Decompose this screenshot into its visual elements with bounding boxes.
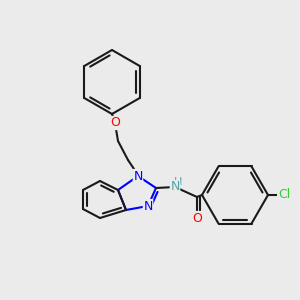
Text: N: N	[143, 200, 153, 212]
Text: H: H	[174, 177, 182, 187]
Text: Cl: Cl	[278, 188, 290, 202]
Text: N: N	[133, 169, 143, 182]
Text: O: O	[192, 212, 202, 224]
Text: O: O	[110, 116, 120, 130]
Text: N: N	[170, 181, 180, 194]
